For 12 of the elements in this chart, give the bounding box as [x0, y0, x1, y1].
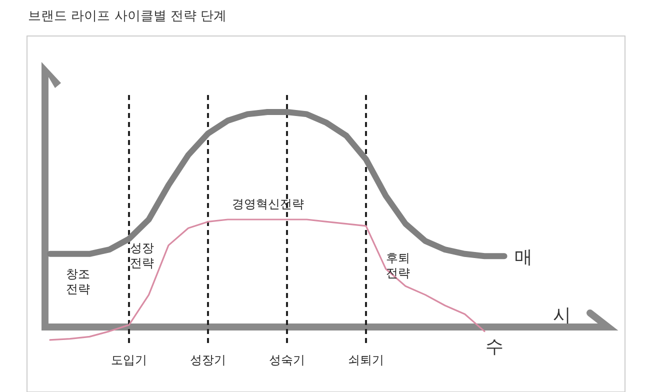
- annotation: 창조 전략: [66, 267, 90, 296]
- x-axis-title: 시: [553, 305, 571, 326]
- annotation: 후퇴 전략: [386, 251, 410, 280]
- x-tick-label: 쇠퇴기: [348, 353, 384, 367]
- x-tick-label: 성숙기: [269, 353, 305, 367]
- x-tick-label: 도입기: [111, 353, 147, 367]
- series-label: 매: [514, 247, 532, 268]
- chart-title: 브랜드 라이프 사이클별 전략 단계: [28, 9, 227, 24]
- annotation: 성장 전략: [130, 241, 154, 270]
- series-label: 수: [486, 336, 504, 358]
- x-tick-label: 성장기: [190, 353, 226, 367]
- annotation: 경영혁신전략: [232, 197, 304, 211]
